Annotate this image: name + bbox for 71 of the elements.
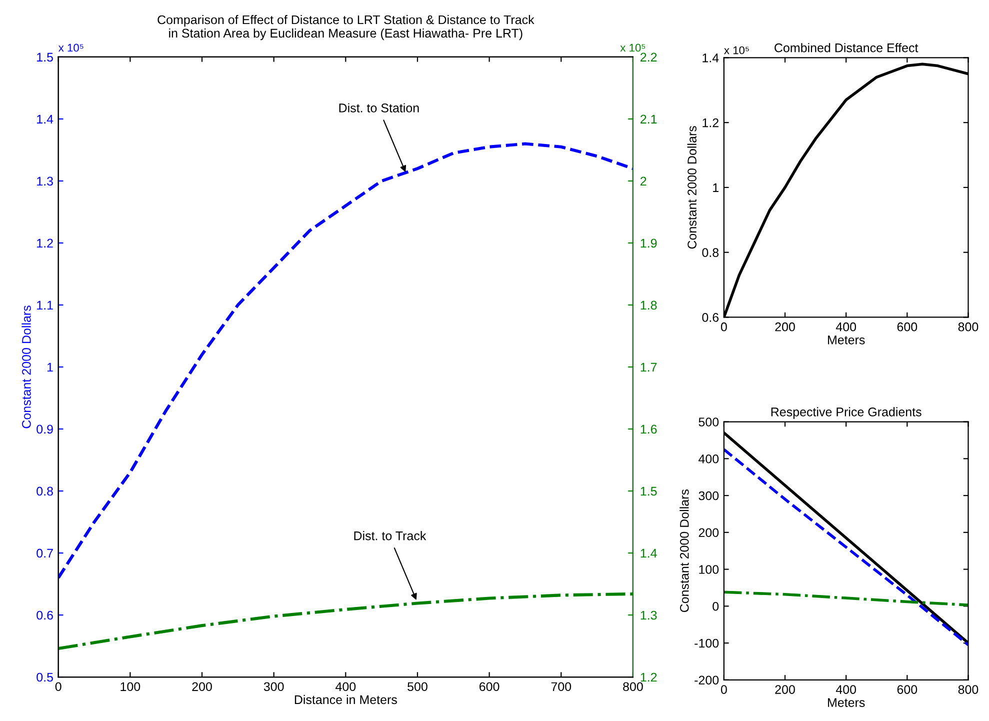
x-tick-label: 600 [897,685,918,694]
x-tick-label: 0 [720,322,727,332]
text: x 10⁵ [58,44,84,52]
y-tick-label: 0 [712,602,719,611]
x-tick-label: 200 [775,685,795,694]
annotation: Dist. to Track [354,531,426,540]
y-tick-label: 1.3 [37,176,53,186]
y-axis-title: Constant 2000 Dollars [22,306,31,428]
y-tick-label: 1.2 [702,118,718,128]
x-tick-label: 800 [958,685,978,694]
line-series [58,142,633,580]
y-tick-label: 0.5 [36,672,53,682]
x-tick-label: 600 [480,682,500,692]
x-tick-label: 800 [623,682,643,692]
annotation: Dist. to Station [339,103,419,112]
y2-tick-label: 1.7 [640,362,657,372]
y-axis-title: Constant 2000 Dollars [680,489,689,612]
x-tick-label: 200 [775,322,795,332]
y2-tick-label: 1.4 [640,548,657,558]
y-tick-label: 0.8 [36,486,53,496]
y-tick-label: 1 [47,362,53,372]
x-tick-label: 800 [958,322,978,332]
x-axis-title: Meters [828,698,865,707]
y2-tick-label: 1.3 [640,610,657,620]
y2-tick-label: 2.2 [640,52,657,62]
chart-title: Respective Price Gradients [771,407,922,419]
y2-tick-label: 1.9 [640,238,657,248]
y-tick-label: 1 [713,183,718,192]
y-tick-label: 500 [698,418,719,426]
y2-tick-label: 1.8 [640,300,657,310]
x-tick-label: 200 [192,682,212,692]
x-tick-label: 100 [120,682,140,692]
y-tick-label: 0.9 [36,424,53,434]
text: x 10⁵ [620,44,646,52]
x-tick-label: 0 [720,685,727,694]
chart-title: Comparison of Effect of Distance to LRT Station & Distance to Track in Station Area by Euclidean Measure (East Hiawatha- Pre LRT) [158,14,534,40]
y-tick-label: 300 [698,491,719,500]
x-tick-label: 400 [836,685,856,694]
y-tick-label: 1.4 [702,54,719,62]
y2-tick-label: 2.1 [640,114,657,124]
text: x 10⁵ [724,46,749,54]
line-series [58,592,633,650]
line-series [724,590,968,606]
x-tick-label: 500 [408,682,428,692]
y-tick-label: 1.5 [37,52,53,62]
x-tick-label: 600 [897,322,918,332]
y2-tick-label: 1.5 [640,486,657,496]
x-axis-title: Meters [828,336,865,344]
x-tick-label: 0 [55,682,62,692]
chart-title: Combined Distance Effect [774,43,918,52]
y-tick-label: 0.8 [702,248,719,257]
y-tick-label: 1.2 [37,238,53,248]
x-tick-label: 700 [551,682,572,692]
y-tick-label: 0.7 [36,548,53,558]
y2-tick-label: 1.2 [640,672,657,682]
x-tick-label: 400 [336,682,356,692]
x-tick-label: 400 [836,322,856,332]
y-tick-label: 200 [698,528,719,538]
y-tick-label: 1.4 [37,114,54,124]
y-tick-label: 0.6 [36,610,53,620]
y-tick-label: 100 [699,565,719,574]
y2-tick-label: 1.6 [640,424,657,434]
y-tick-label: 0.6 [702,313,719,322]
y-tick-label: -200 [694,676,719,685]
y-tick-label: 1.1 [37,300,53,310]
y-tick-label: -100 [694,638,719,648]
x-tick-label: 300 [264,682,284,692]
y-axis-title: Constant 2000 Dollars [687,126,696,249]
y-tick-label: 400 [698,454,719,464]
y2-tick-label: 2 [640,176,646,186]
x-axis-title: Distance in Meters [294,694,397,704]
